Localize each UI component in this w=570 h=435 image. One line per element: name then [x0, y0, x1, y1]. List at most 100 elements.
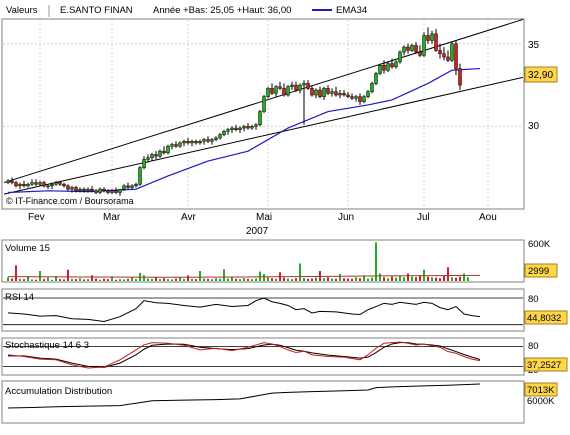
volume-bar: [231, 277, 233, 281]
candle-body: [254, 124, 258, 127]
candle-body: [334, 91, 338, 96]
volume-bar: [107, 279, 109, 281]
candle-body: [122, 185, 126, 190]
candle-body: [214, 137, 218, 140]
volume-bar: [367, 278, 369, 281]
candle-body: [186, 141, 190, 144]
volume-bar: [15, 265, 17, 281]
candle-body: [310, 88, 314, 96]
candle-body: [154, 154, 158, 157]
volume-bar: [439, 278, 441, 281]
volume-bar: [203, 278, 205, 281]
volume-bar: [415, 277, 417, 281]
candle-body: [346, 94, 350, 97]
accumulation-path: [7, 383, 481, 409]
candle-body: [158, 150, 162, 157]
last-price-box: [524, 66, 558, 83]
volume-bar: [151, 278, 153, 281]
volume-bar: [263, 274, 265, 281]
candle-body: [98, 188, 102, 193]
candle-body: [86, 188, 90, 192]
candle-body: [414, 45, 418, 53]
volume-bar: [27, 276, 29, 281]
candle-body: [434, 33, 438, 51]
volume-bar: [355, 277, 357, 281]
volume-bar: [335, 278, 337, 281]
volume-average-line: [7, 274, 481, 278]
volume-bar: [411, 276, 413, 281]
volume-bar: [311, 278, 313, 281]
volume-bar: [387, 278, 389, 281]
candle-body: [130, 185, 134, 188]
volume-bar: [187, 275, 189, 281]
candle-body: [446, 56, 450, 61]
candle-body: [26, 183, 30, 187]
volume-bar: [303, 277, 305, 281]
candle-body: [162, 150, 166, 154]
volume-bar: [215, 278, 217, 281]
candle-body: [246, 126, 250, 129]
candle-body: [222, 131, 226, 135]
volume-bar: [31, 279, 33, 281]
candle-body: [82, 188, 86, 192]
stochastic-tick-80: 80: [528, 341, 539, 352]
volume-bar: [123, 279, 125, 281]
rsi-title: RSI 14: [5, 292, 34, 303]
price-tick-35: 35: [528, 40, 540, 51]
volume-bar: [119, 279, 121, 281]
candle-body: [442, 53, 446, 58]
candle-body: [398, 51, 402, 63]
volume-bar: [111, 276, 113, 281]
rsi-path: [7, 297, 481, 322]
candle-body: [306, 83, 310, 89]
source-credit: © IT-Finance.com / Boursorama: [6, 196, 134, 206]
volume-bar: [443, 276, 445, 281]
volume-bar: [447, 267, 449, 281]
volume-bar: [71, 278, 73, 281]
candle-body: [422, 35, 426, 56]
candle-body: [322, 88, 326, 97]
candle-body: [90, 188, 94, 192]
volume-bar: [271, 278, 273, 281]
volume-bar: [175, 278, 177, 281]
candle-body: [10, 180, 14, 183]
volume-bar: [259, 271, 261, 281]
volume-bar: [79, 278, 81, 281]
volume-bar: [463, 273, 465, 281]
candle-body: [70, 187, 74, 190]
volume-value-box: [524, 263, 558, 278]
volume-bar: [255, 278, 257, 281]
x-tick-fev: Fev: [28, 212, 45, 223]
volume-bar: [299, 263, 301, 281]
volume-bar: [135, 279, 137, 281]
volume-bar: [315, 277, 317, 281]
volume-bar: [435, 277, 437, 281]
rsi-line: [7, 297, 481, 322]
candle-body: [366, 91, 370, 97]
volume-bar: [59, 279, 61, 281]
volume-bar: [91, 275, 93, 281]
candle-body: [430, 33, 434, 41]
candle-body: [210, 139, 214, 142]
candle-body: [30, 182, 34, 185]
price-tick-30: 30: [528, 121, 540, 132]
volume-bar: [275, 278, 277, 281]
volume-bar: [171, 279, 173, 281]
volume-bar: [99, 279, 101, 281]
candle-body: [202, 139, 206, 142]
candle-body: [102, 188, 106, 192]
volume-bar: [147, 278, 149, 281]
rsi-value-box: [524, 310, 568, 325]
accumulation-tick-6000k: 6000K: [527, 396, 555, 407]
candle-body: [326, 88, 330, 94]
candle-body: [450, 43, 454, 61]
volume-bar: [47, 277, 49, 281]
x-axis: Fev Mar Avr Mai Jun Jul Aou 2007: [28, 212, 497, 237]
volume-bar: [283, 277, 285, 281]
volume-bar: [235, 278, 237, 281]
x-tick-jul: Jul: [417, 212, 430, 223]
candle-body: [194, 141, 198, 144]
x-tick-aou: Aou: [479, 212, 497, 223]
volume-bar: [103, 278, 105, 281]
volume-bar: [167, 279, 169, 281]
